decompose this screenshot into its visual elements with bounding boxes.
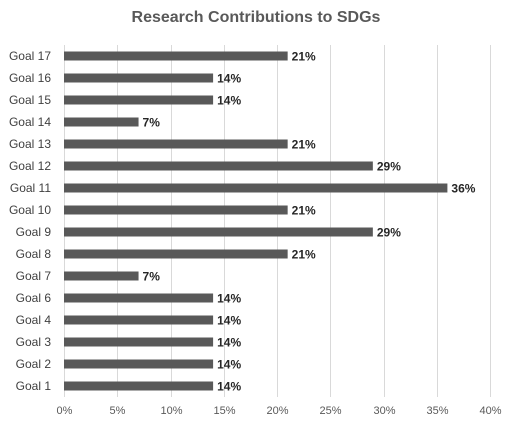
labels: 0% 5% 10% 15% 20% 25% 30% 35% 40% Goal 17 21% Goal … — [9, 49, 502, 417]
x-tick-label: 15% — [213, 405, 235, 417]
chart-title: Research Contributions to SDGs — [131, 9, 381, 26]
category-label: Goal 17 — [9, 49, 51, 63]
data-label: 14% — [217, 314, 241, 328]
data-label: 14% — [217, 336, 241, 350]
category-label: Goal 7 — [16, 269, 52, 283]
x-tick-label: 30% — [373, 405, 395, 417]
bar — [64, 293, 214, 303]
bar — [64, 205, 288, 215]
data-label: 14% — [217, 72, 241, 86]
data-label: 14% — [217, 358, 241, 372]
x-tick-label: 40% — [479, 405, 501, 417]
data-label: 29% — [377, 226, 401, 240]
bar — [64, 337, 214, 347]
x-tick-label: 20% — [266, 405, 288, 417]
data-label: 36% — [451, 182, 475, 196]
data-label: 21% — [292, 138, 316, 152]
x-tick-label: 25% — [319, 405, 341, 417]
bar — [64, 139, 288, 149]
category-label: Goal 10 — [9, 203, 51, 217]
data-label: 7% — [143, 116, 161, 130]
category-label: Goal 9 — [16, 225, 52, 239]
category-label: Goal 16 — [9, 71, 51, 85]
bar — [64, 227, 373, 237]
bar — [64, 73, 214, 83]
bar — [64, 271, 139, 281]
bar — [64, 381, 214, 391]
data-label: 21% — [292, 248, 316, 262]
category-label: Goal 4 — [16, 313, 52, 327]
category-label: Goal 11 — [10, 181, 51, 195]
data-label: 7% — [143, 270, 161, 284]
x-tick-label: 5% — [110, 405, 126, 417]
bar — [64, 117, 139, 127]
category-label: Goal 8 — [16, 247, 52, 261]
x-tick-label: 10% — [160, 405, 182, 417]
bar — [64, 315, 214, 325]
category-label: Goal 2 — [16, 357, 52, 371]
category-label: Goal 3 — [16, 335, 52, 349]
x-tick-label: 35% — [426, 405, 448, 417]
bar — [64, 183, 448, 193]
bar — [64, 249, 288, 259]
bar — [64, 359, 214, 369]
category-label: Goal 15 — [9, 93, 51, 107]
data-label: 14% — [217, 292, 241, 306]
category-label: Goal 13 — [9, 137, 51, 151]
data-label: 14% — [217, 94, 241, 108]
data-label: 21% — [292, 204, 316, 218]
category-label: Goal 14 — [9, 115, 51, 129]
category-label: Goal 1 — [16, 379, 52, 393]
x-tick-label: 0% — [57, 405, 73, 417]
bar — [64, 51, 288, 61]
data-label: 21% — [292, 50, 316, 64]
bars — [64, 51, 448, 391]
category-label: Goal 6 — [16, 291, 52, 305]
data-label: 14% — [217, 380, 241, 394]
bar — [64, 95, 214, 105]
category-label: Goal 12 — [9, 159, 51, 173]
data-label: 29% — [377, 160, 401, 174]
bar — [64, 161, 373, 171]
